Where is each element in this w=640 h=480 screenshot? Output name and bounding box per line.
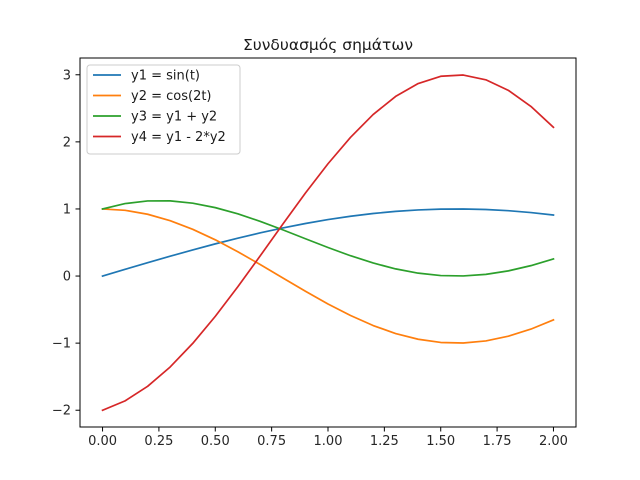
y-tick-label: −2 (52, 404, 71, 419)
x-tick-label: 1.25 (370, 434, 399, 449)
x-axis: 0.00 0.25 0.50 0.75 1.00 1.25 1.50 1.75 2.00 (88, 427, 568, 449)
x-tick-label: 2.00 (539, 434, 568, 449)
y-tick-label: 1 (63, 202, 71, 217)
x-tick-label: 0.50 (201, 434, 230, 449)
series-line-4 (101, 74, 555, 412)
x-tick-label: 1.50 (426, 434, 455, 449)
y-tick-label: 0 (63, 270, 71, 285)
series-line-3 (101, 200, 555, 277)
legend: y1 = sin(t) y2 = cos(2t) y3 = y1 + y2 y4 = … (86, 64, 241, 155)
x-tick-label: 1.00 (314, 434, 343, 449)
x-tick-label: 1.75 (483, 434, 512, 449)
y-tick-label: −1 (52, 337, 71, 352)
y-axis: −2 −1 0 1 2 3 (52, 68, 80, 419)
legend-label-3: y3 = y1 + y2 (131, 110, 217, 125)
y-tick-label: 2 (63, 135, 71, 150)
x-tick-label: 0.75 (257, 434, 286, 449)
series-line-2 (101, 208, 555, 344)
y-tick-label: 3 (63, 68, 71, 83)
x-tick-label: 0.00 (88, 434, 117, 449)
legend-box (86, 64, 241, 155)
legend-label-4: y4 = y1 - 2*y2 (131, 130, 226, 145)
legend-label-1: y1 = sin(t) (131, 69, 200, 84)
series-line-1 (101, 208, 555, 278)
chart-title: Συνδυασμός σημάτων (243, 36, 413, 54)
x-tick-label: 0.25 (144, 434, 173, 449)
legend-label-2: y2 = cos(2t) (131, 89, 212, 104)
series-layer (101, 74, 555, 412)
